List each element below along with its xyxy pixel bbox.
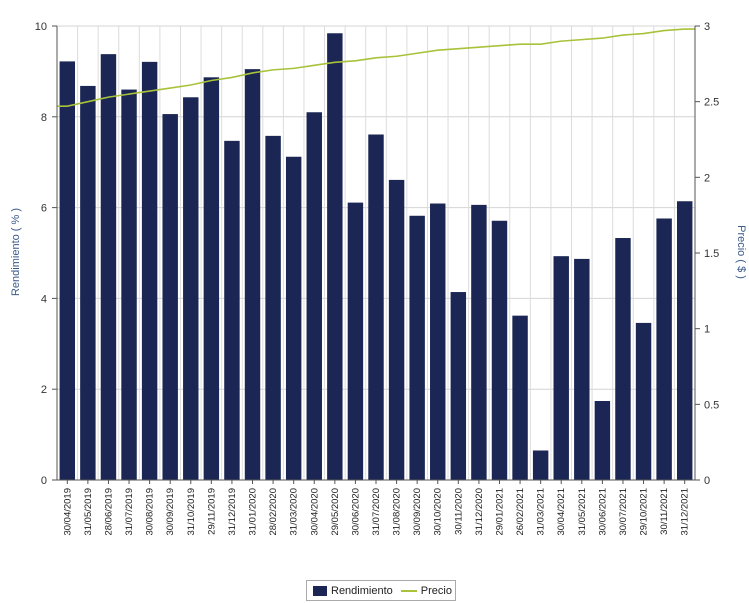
bar [265, 135, 281, 481]
x-tick-label: 28/02/2020 [268, 488, 279, 536]
x-tick-label: 31/01/2020 [248, 488, 259, 536]
bar [100, 54, 117, 480]
x-tick-label: 31/03/2020 [289, 488, 300, 536]
x-tick-label: 30/04/2019 [62, 488, 73, 536]
bar [59, 61, 76, 481]
x-tick-label: 31/10/2019 [186, 488, 197, 536]
bar [121, 89, 137, 480]
bar [450, 292, 467, 480]
bar [388, 179, 405, 480]
x-tick-label: 30/06/2020 [350, 488, 361, 536]
bar [574, 258, 590, 480]
bars-series [59, 33, 693, 481]
left-tick-label: 8 [41, 112, 47, 124]
x-tick-label: 30/09/2020 [412, 488, 423, 536]
x-tick-label: 29/11/2019 [206, 488, 217, 535]
bar [162, 114, 178, 481]
right-tick-label: 1.5 [704, 248, 719, 260]
bar [594, 401, 611, 480]
bar [183, 97, 199, 480]
x-tick-label: 31/12/2021 [680, 488, 691, 536]
legend-item-rendimiento: Rendimiento [313, 585, 393, 597]
right-tick-label: 0.5 [704, 399, 719, 411]
bar [532, 450, 549, 480]
legend: Rendimiento Precio [306, 580, 456, 601]
legend-swatch-line [400, 589, 417, 592]
bar [347, 202, 364, 480]
bar [285, 156, 302, 480]
x-tick-label: 31/05/2021 [577, 488, 588, 536]
x-tick-label: 30/10/2020 [433, 488, 444, 536]
x-tick-label: 30/09/2019 [165, 488, 176, 536]
x-tick-label: 29/10/2021 [639, 488, 650, 536]
bar [676, 201, 693, 480]
x-axis-labels: 30/04/2019 31/05/2019 28/06/2019 31/07/2019… [62, 480, 691, 536]
left-tick-label: 10 [35, 21, 47, 33]
bar [471, 204, 487, 480]
legend-label-precio: Precio [420, 584, 452, 597]
x-tick-label: 31/12/2019 [227, 488, 238, 536]
bar [615, 238, 631, 480]
left-tick-label: 6 [41, 203, 47, 215]
right-tick-label: 1 [704, 324, 710, 336]
right-tick-label: 0 [704, 475, 710, 487]
left-tick-label: 4 [41, 293, 47, 305]
bar [80, 85, 96, 480]
bar [244, 69, 261, 480]
x-tick-label: 31/03/2021 [536, 488, 547, 536]
left-axis-title: Rendimiento ( % ) [10, 208, 22, 296]
bar [409, 215, 425, 480]
right-tick-label: 3 [704, 21, 710, 33]
bar [430, 203, 446, 480]
x-tick-label: 29/05/2020 [330, 488, 341, 536]
bar [327, 33, 343, 480]
bar [491, 220, 508, 481]
x-tick-label: 30/04/2021 [556, 488, 567, 536]
left-tick-label: 2 [41, 384, 47, 396]
bar [656, 218, 672, 480]
bar [141, 61, 158, 481]
price-line [57, 28, 695, 108]
right-tick-label: 2.5 [704, 97, 719, 109]
x-tick-label: 31/07/2019 [124, 488, 135, 536]
x-tick-label: 31/08/2020 [392, 488, 403, 536]
right-axis-ticks: 0 0.5 1 1.5 2 2.5 3 [695, 21, 719, 487]
bar [635, 322, 652, 480]
x-tick-label: 28/06/2019 [103, 488, 114, 536]
bar [306, 112, 322, 480]
x-tick-label: 30/06/2021 [597, 488, 608, 536]
x-tick-label: 26/02/2021 [515, 488, 526, 536]
legend-label-rendimiento: Rendimiento [331, 584, 393, 597]
x-tick-label: 30/11/2021 [659, 488, 670, 535]
x-tick-label: 31/05/2019 [83, 488, 94, 536]
x-tick-label: 30/11/2020 [453, 488, 464, 535]
x-tick-label: 30/08/2019 [145, 488, 156, 536]
bar [224, 140, 240, 480]
bar [512, 315, 528, 480]
legend-item-precio: Precio [400, 584, 452, 597]
x-tick-label: 31/07/2020 [371, 488, 382, 536]
price-line-series [57, 28, 695, 108]
bar [553, 256, 569, 480]
x-tick-label: 30/07/2021 [618, 488, 629, 536]
right-axis-title: Precio ( $ ) [735, 225, 747, 279]
bar [368, 134, 384, 481]
x-tick-label: 29/01/2021 [494, 488, 505, 536]
x-tick-label: 31/12/2020 [474, 488, 485, 536]
left-axis-ticks: 0 2 4 6 8 10 [35, 21, 57, 487]
legend-swatch-bar [313, 585, 327, 596]
x-tick-label: 30/04/2020 [309, 488, 320, 536]
bar [203, 77, 220, 480]
left-tick-label: 0 [41, 475, 47, 487]
right-tick-label: 2 [704, 172, 710, 184]
